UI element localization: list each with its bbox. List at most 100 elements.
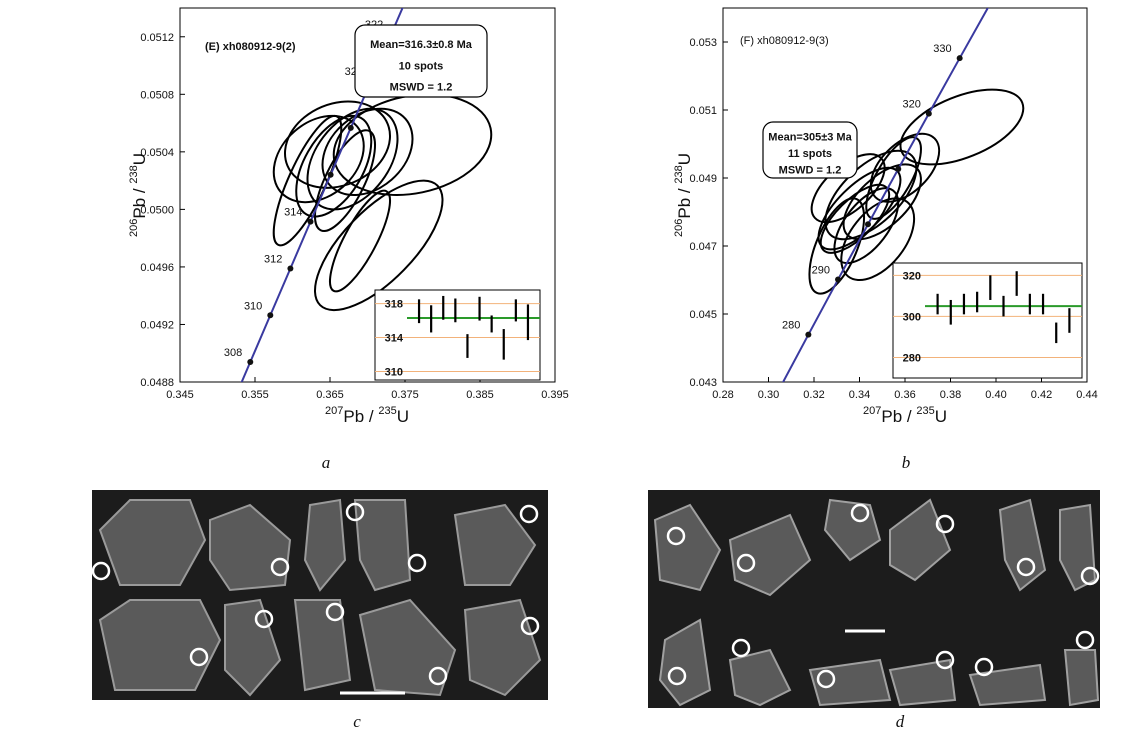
y-label: 206Pb / 238U <box>673 153 694 237</box>
error-ellipse <box>329 189 391 293</box>
label-superscript: 235 <box>916 405 934 417</box>
x-tick-label: 0.395 <box>541 389 569 401</box>
age-label: 280 <box>782 320 800 332</box>
panel-label: b <box>902 453 911 472</box>
concordia-age-point <box>227 406 233 412</box>
y-tick-label: 0.0488 <box>140 377 174 389</box>
age-label: 320 <box>902 99 920 111</box>
label-superscript: 206 <box>128 219 140 237</box>
y-tick-label: 0.0512 <box>140 32 174 44</box>
label-text: U <box>397 407 409 426</box>
x-tick-label: 0.34 <box>849 389 870 401</box>
mean-text: 11 spots <box>788 148 832 160</box>
chart-title: (E) xh080912-9(2) <box>205 41 296 53</box>
mean-box <box>762 121 858 179</box>
error-ellipse <box>314 129 376 232</box>
y-tick-label: 0.049 <box>689 173 717 185</box>
label-text: U <box>675 153 694 165</box>
age-label: 290 <box>812 265 830 277</box>
concordia-age-point <box>864 221 871 228</box>
label-text: Pb / <box>881 407 916 426</box>
x-tick-label: 0.345 <box>166 389 194 401</box>
age-label: 314 <box>284 207 302 219</box>
y-tick-label: 0.047 <box>689 241 717 253</box>
concordia-age-point <box>267 312 274 319</box>
error-ellipse <box>869 132 941 203</box>
age-label: 330 <box>933 43 951 55</box>
x-tick-label: 0.40 <box>985 389 1006 401</box>
x-tick-label: 0.42 <box>1031 389 1052 401</box>
age-label: 308 <box>224 347 242 359</box>
y-tick-label: 0.0508 <box>140 89 174 101</box>
mean-text: 10 spots <box>399 60 444 72</box>
y-label: 206Pb / 238U <box>128 153 149 237</box>
x-tick-label: 0.28 <box>712 389 733 401</box>
concordia-age-point <box>895 166 902 173</box>
concordia-age-point <box>925 110 932 117</box>
concordia-age-point <box>347 124 354 131</box>
y-tick-label: 0.0492 <box>140 319 174 331</box>
x-tick-label: 0.375 <box>391 389 419 401</box>
mean-text: MSWD = 1.2 <box>390 82 453 94</box>
label-superscript: 235 <box>378 405 396 417</box>
label-superscript: 238 <box>128 165 140 183</box>
panel-label: a <box>322 453 331 472</box>
y-tick-label: 0.045 <box>689 309 717 321</box>
label-superscript: 206 <box>673 219 685 237</box>
label-text: Pb / <box>675 184 694 219</box>
cl-image-d <box>648 490 1100 708</box>
label-text: Pb / <box>130 184 149 219</box>
label-text: U <box>130 153 149 165</box>
x-tick-label: 0.365 <box>316 389 344 401</box>
plot-frame <box>179 7 556 383</box>
x-tick-label: 0.30 <box>758 389 779 401</box>
x-tick-label: 0.355 <box>241 389 269 401</box>
inset-tick-label: 280 <box>903 352 921 364</box>
concordia-age-point <box>307 218 314 225</box>
chart-title: (F) xh080912-9(3) <box>740 35 829 47</box>
x-tick-label: 0.36 <box>894 389 915 401</box>
x-tick-label: 0.38 <box>940 389 961 401</box>
y-tick-label: 0.0500 <box>140 204 174 216</box>
concordia-age-point <box>956 55 963 62</box>
inset-tick-label: 320 <box>903 270 921 282</box>
concordia-age-point <box>327 171 334 178</box>
cl-image-c <box>91 490 548 700</box>
y-tick-label: 0.053 <box>689 37 717 49</box>
concordia-curve <box>781 8 989 382</box>
inset-frame <box>374 289 541 381</box>
inset-tick-label: 318 <box>385 299 403 311</box>
label-superscript: 207 <box>863 405 881 417</box>
x-tick-label: 0.385 <box>466 389 494 401</box>
mean-text: MSWD = 1.2 <box>779 164 842 176</box>
mean-text: Mean=305±3 Ma <box>768 131 852 143</box>
error-ellipse <box>899 88 1025 166</box>
mean-box <box>354 24 488 98</box>
x-label: 207Pb / 235U <box>325 405 409 426</box>
age-label: 312 <box>264 254 282 266</box>
concordia-age-point <box>247 359 254 366</box>
error-ellipse <box>840 197 916 281</box>
error-ellipse <box>808 197 866 295</box>
age-label: 310 <box>244 300 262 312</box>
panel-label: c <box>353 712 361 731</box>
y-tick-label: 0.043 <box>689 377 717 389</box>
concordia-age-point <box>988 0 994 6</box>
inset-frame <box>892 262 1083 379</box>
x-tick-label: 0.44 <box>1076 389 1097 401</box>
error-ellipse <box>295 114 373 218</box>
mean-text: Mean=316.3±0.8 Ma <box>370 39 473 51</box>
y-tick-label: 0.0496 <box>140 262 174 274</box>
concordia-age-point <box>805 331 812 338</box>
concordia-age-point <box>835 276 842 283</box>
inset-tick-label: 314 <box>385 333 404 345</box>
label-text: Pb / <box>343 407 378 426</box>
label-text: U <box>935 407 947 426</box>
label-superscript: 207 <box>325 405 343 417</box>
error-ellipse <box>284 100 392 189</box>
y-tick-label: 0.0504 <box>140 147 174 159</box>
y-tick-label: 0.051 <box>689 105 717 117</box>
x-tick-label: 0.32 <box>803 389 824 401</box>
x-label: 207Pb / 235U <box>863 405 947 426</box>
